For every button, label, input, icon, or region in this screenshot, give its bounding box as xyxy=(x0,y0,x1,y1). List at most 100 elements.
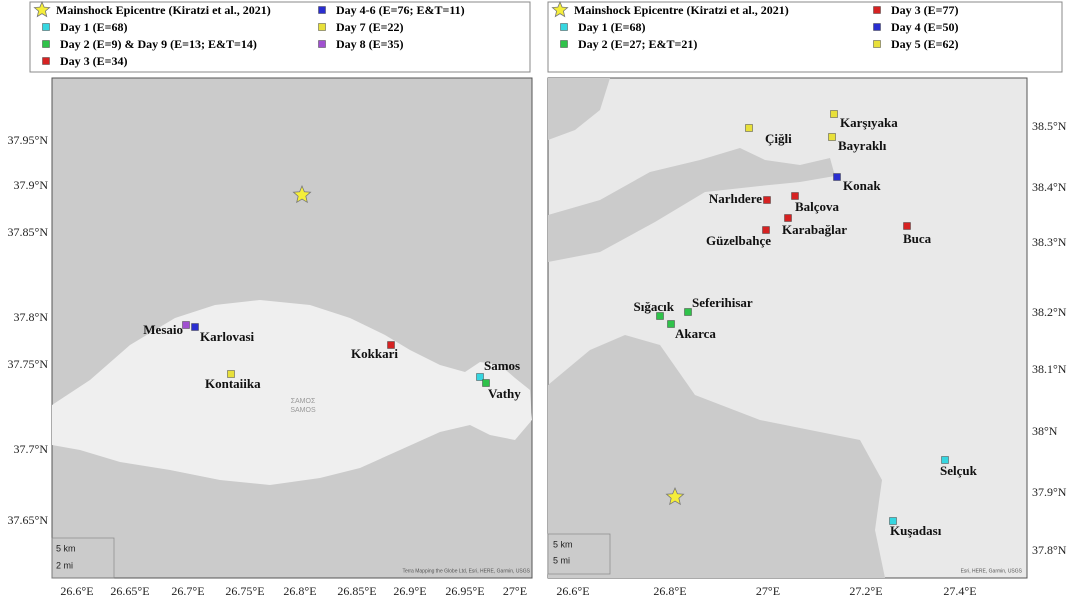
latitude-label: 38°N xyxy=(1032,424,1058,438)
place-label: Karşıyaka xyxy=(840,115,898,130)
place-label: Çiğli xyxy=(765,131,792,146)
place-label: Kontaiika xyxy=(205,376,261,391)
latitude-label: 37.9°N xyxy=(14,178,49,192)
scale-bar-box xyxy=(51,537,115,579)
place-marker xyxy=(828,133,836,141)
latitude-label: 37.9°N xyxy=(1032,485,1067,499)
legend-label: Day 1 (E=68) xyxy=(60,20,128,34)
legend-swatch xyxy=(42,23,50,31)
latitude-label: 37.8°N xyxy=(1032,543,1067,557)
longitude-label: 27.2°E xyxy=(849,584,882,598)
place-marker xyxy=(763,196,771,204)
place-marker xyxy=(482,379,490,387)
longitude-label: 26.95°E xyxy=(445,584,484,598)
samos-island xyxy=(52,300,532,485)
scale-label: 2 mi xyxy=(56,560,73,570)
epicentre-star xyxy=(665,486,685,506)
longitude-label: 26.8°E xyxy=(283,584,316,598)
latitude-label: 38.5°N xyxy=(1032,119,1067,133)
attribution: Esri, HERE, Garmin, USGS xyxy=(961,568,1023,574)
legend-swatch xyxy=(318,23,326,31)
place-label: Samos xyxy=(484,358,520,373)
longitude-label: 26.75°E xyxy=(225,584,264,598)
place-marker xyxy=(387,341,395,349)
longitude-label: 27°E xyxy=(503,584,527,598)
legend-label: Day 8 (E=35) xyxy=(336,37,404,51)
legend-label: Day 2 (E=27; E&T=21) xyxy=(578,37,697,51)
longitude-label: 26.6°E xyxy=(556,584,589,598)
aegean-sea xyxy=(548,335,885,578)
place-label: Karabağlar xyxy=(782,222,847,237)
place-marker xyxy=(656,312,664,320)
longitude-label: 26.6°E xyxy=(60,584,93,598)
place-marker xyxy=(182,321,190,329)
legend-label: Day 3 (E=77) xyxy=(891,3,959,17)
longitude-label: 27.4°E xyxy=(943,584,976,598)
izmir-gulf xyxy=(548,148,835,262)
longitude-label: 26.9°E xyxy=(393,584,426,598)
longitude-label: 26.7°E xyxy=(171,584,204,598)
legend-swatch xyxy=(873,6,881,14)
attribution: Terra Mapping the Globe Ltd, Esri, HERE,… xyxy=(402,568,530,574)
place-label: Balçova xyxy=(795,199,840,214)
place-marker xyxy=(833,173,841,181)
place-label: Buca xyxy=(903,231,932,246)
place-label: Seferihisar xyxy=(692,295,753,310)
latitude-label: 37.75°N xyxy=(8,357,49,371)
place-label: Selçuk xyxy=(940,463,978,478)
legend-label: Day 4-6 (E=76; E&T=11) xyxy=(336,3,465,17)
sea-north xyxy=(548,78,610,140)
island-label: SAMOS xyxy=(290,407,316,414)
place-marker xyxy=(941,456,949,464)
epicentre-star xyxy=(292,184,312,204)
scale-label: 5 km xyxy=(553,539,573,549)
latitude-label: 38.3°N xyxy=(1032,235,1067,249)
latitude-label: 38.1°N xyxy=(1032,362,1067,376)
legend-label: Day 4 (E=50) xyxy=(891,20,959,34)
place-marker xyxy=(684,308,692,316)
longitude-label: 26.8°E xyxy=(653,584,686,598)
legend-label: Day 1 (E=68) xyxy=(578,20,646,34)
island-label: ΣΑΜΟΣ xyxy=(291,398,316,405)
place-label: Akarca xyxy=(675,326,716,341)
place-label: Vathy xyxy=(488,386,521,401)
latitude-label: 37.8°N xyxy=(14,310,49,324)
place-marker xyxy=(784,214,792,222)
place-label: Bayraklı xyxy=(838,138,887,153)
epicentre-star xyxy=(33,0,51,18)
legend-swatch xyxy=(42,57,50,65)
place-marker xyxy=(745,124,753,132)
legend-swatch xyxy=(560,40,568,48)
legend-label: Day 3 (E=34) xyxy=(60,54,128,68)
place-label: Güzelbahçe xyxy=(706,233,771,248)
legend-swatch xyxy=(318,40,326,48)
place-label: Konak xyxy=(843,178,881,193)
latitude-label: 38.2°N xyxy=(1032,305,1067,319)
place-marker xyxy=(227,370,235,378)
place-label: Kuşadası xyxy=(890,523,942,538)
legend-swatch xyxy=(42,40,50,48)
place-label: Karlovasi xyxy=(200,329,255,344)
place-marker xyxy=(191,323,199,331)
legend-label: Mainshock Epicentre (Kiratzi et al., 202… xyxy=(56,3,271,17)
scale-label: 5 mi xyxy=(553,555,570,565)
latitude-label: 38.4°N xyxy=(1032,180,1067,194)
place-marker xyxy=(667,320,675,328)
latitude-label: 37.95°N xyxy=(8,133,49,147)
place-marker xyxy=(791,192,799,200)
place-marker xyxy=(889,517,897,525)
longitude-label: 27°E xyxy=(756,584,780,598)
place-marker xyxy=(762,226,770,234)
place-label: Sığacık xyxy=(634,299,675,314)
legend-label: Day 7 (E=22) xyxy=(336,20,404,34)
legend-swatch xyxy=(318,6,326,14)
place-label: Kokkari xyxy=(351,346,398,361)
legend-label: Mainshock Epicentre (Kiratzi et al., 202… xyxy=(574,3,789,17)
legend-swatch xyxy=(873,23,881,31)
legend-swatch xyxy=(560,23,568,31)
place-marker xyxy=(830,110,838,118)
legend-label: Day 5 (E=62) xyxy=(891,37,959,51)
place-marker xyxy=(903,222,911,230)
